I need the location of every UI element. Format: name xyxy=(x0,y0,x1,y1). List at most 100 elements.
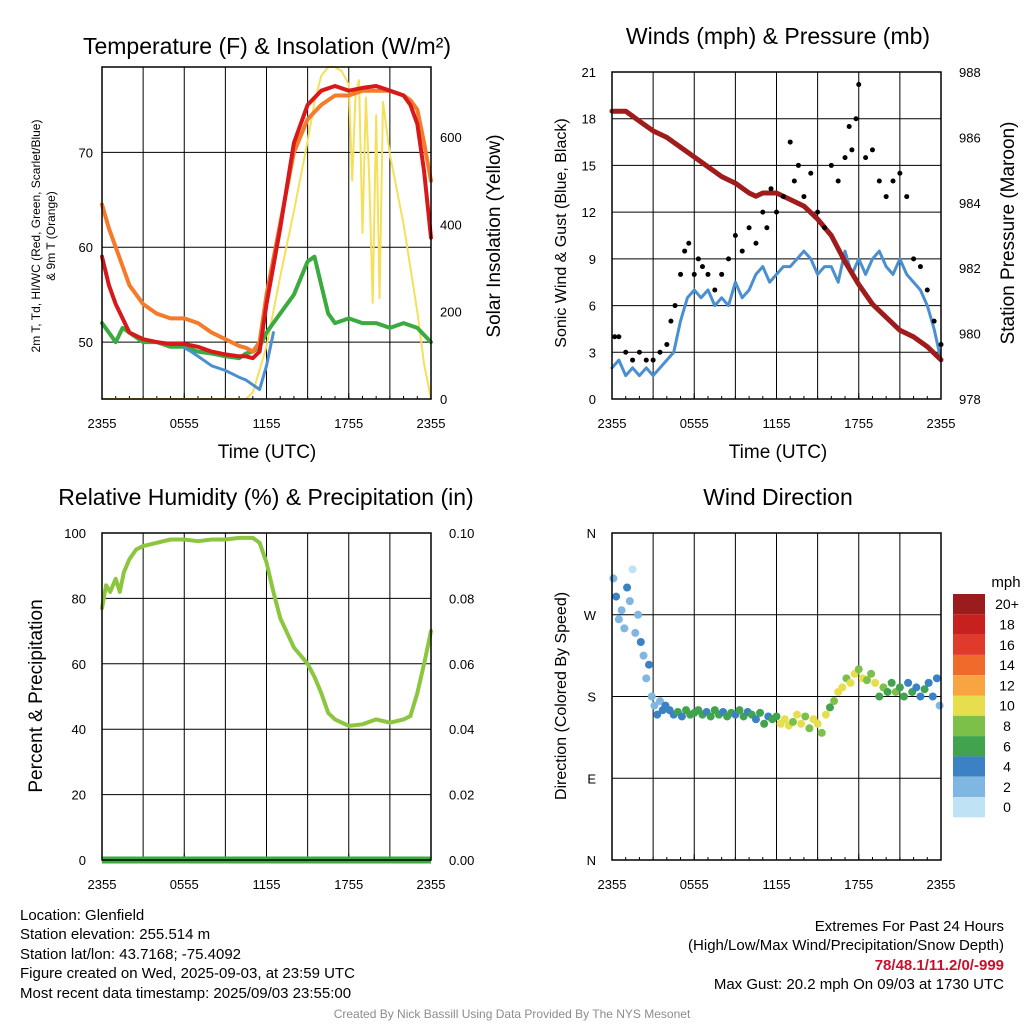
extremes-subheading: (High/Low/Max Wind/Precipitation/Snow De… xyxy=(688,937,1004,955)
y2-tick-label: 0.08 xyxy=(449,591,474,606)
x-tick-label: 2355 xyxy=(417,416,446,431)
y-tick-label: N xyxy=(587,526,596,541)
direction-point xyxy=(645,660,654,669)
direction-point xyxy=(788,717,797,726)
y2-tick-label: 984 xyxy=(959,196,981,211)
direction-point xyxy=(838,683,847,692)
station-info: Location: Glenfield Station elevation: 2… xyxy=(20,906,355,1003)
gust-point xyxy=(815,209,821,215)
direction-point xyxy=(899,692,908,701)
direction-point xyxy=(793,710,802,719)
direction-point xyxy=(916,692,925,701)
direction-point xyxy=(655,697,664,706)
gust-point xyxy=(842,155,848,161)
direction-point xyxy=(636,638,645,646)
colorbar-label: 12 xyxy=(999,677,1015,693)
direction-point xyxy=(614,615,623,624)
colorbar-label: 8 xyxy=(1003,718,1011,734)
chart-marks: 2355 0555 1155 1755 235550607002004006002355… xyxy=(64,65,980,892)
direction-point xyxy=(634,610,643,619)
gust-point xyxy=(876,178,882,184)
gust-point xyxy=(712,287,718,293)
gust-point xyxy=(856,81,862,87)
y2-tick-label: 400 xyxy=(440,217,462,232)
y-tick-label: 20 xyxy=(72,788,86,803)
y-tick-label: 21 xyxy=(582,65,596,80)
plot-frame xyxy=(101,66,432,400)
x-tick-label: 2355 xyxy=(927,416,956,431)
direction-point xyxy=(653,710,662,719)
direction-point xyxy=(883,687,892,696)
y-tick-label: 80 xyxy=(72,591,86,606)
colorbar-swatch xyxy=(953,654,985,676)
x-tick-label: 2355 xyxy=(927,877,956,892)
gust-point xyxy=(686,240,692,246)
colorbar-swatch xyxy=(953,634,985,655)
direction-point xyxy=(924,678,933,687)
y-tick-label: 100 xyxy=(64,526,86,541)
colorbar-swatch xyxy=(953,776,985,797)
gust-point xyxy=(846,124,852,129)
gust-point xyxy=(739,248,745,254)
x-tick-label: 0555 xyxy=(170,877,199,892)
y2-tick-label: 978 xyxy=(959,392,981,407)
direction-point xyxy=(650,701,659,710)
y2-tick-label: 0 xyxy=(440,392,447,407)
direction-point xyxy=(706,712,715,721)
gust-point xyxy=(869,147,875,153)
x-tick-label: 1755 xyxy=(844,877,873,892)
gust-point xyxy=(746,225,752,231)
gust-point xyxy=(904,194,910,200)
direction-point xyxy=(904,678,913,687)
y2-tick-label: 600 xyxy=(440,130,462,145)
gust-point xyxy=(849,147,855,153)
series-solar-insolation xyxy=(101,66,432,400)
direction-point xyxy=(617,606,626,615)
direction-ylabel-left: Direction (Colored By Speed) xyxy=(553,592,570,800)
location-text: Location: Glenfield xyxy=(20,907,145,924)
direction-point xyxy=(928,692,937,701)
direction-point xyxy=(677,712,686,721)
gust-point xyxy=(808,170,814,176)
latlon-text: Station lat/lon: 43.7168; -75.4092 xyxy=(20,945,242,963)
y2-tick-label: 980 xyxy=(959,327,981,342)
direction-point xyxy=(639,651,648,660)
y-tick-label: 18 xyxy=(582,112,596,127)
recent-text: Most recent data timestamp: 2025/09/03 2… xyxy=(20,984,352,1002)
y-tick-label: S xyxy=(587,690,596,705)
y-tick-label: 40 xyxy=(72,722,86,737)
y-tick-label: 15 xyxy=(582,158,596,173)
y-tick-label: 70 xyxy=(79,145,93,160)
direction-point xyxy=(846,678,855,687)
plot-frame xyxy=(101,532,432,861)
direction-point xyxy=(751,715,760,724)
direction-point xyxy=(625,597,634,606)
direction-point xyxy=(628,565,637,574)
x-tick-label: 1155 xyxy=(763,877,791,892)
gust-point xyxy=(835,178,841,184)
direction-point xyxy=(631,628,640,637)
y2-tick-label: 982 xyxy=(959,261,981,276)
direction-point xyxy=(647,692,656,701)
gust-point xyxy=(764,225,770,231)
direction-point xyxy=(912,683,921,692)
gust-point xyxy=(931,318,937,324)
direction-title: Wind Direction xyxy=(703,484,853,510)
winds-ylabel-right: Station Pressure (Maroon) xyxy=(998,122,1019,345)
y-tick-label: 6 xyxy=(589,299,596,314)
direction-point xyxy=(825,703,834,712)
direction-point xyxy=(887,678,896,687)
series-relative-humidity xyxy=(100,535,433,728)
credit-text: Created By Nick Bassill Using Data Provi… xyxy=(333,1007,691,1021)
y2-tick-label: 988 xyxy=(959,65,981,80)
y-tick-label: 0 xyxy=(79,853,86,868)
x-tick-label: 2355 xyxy=(598,416,627,431)
gust-point xyxy=(719,271,725,277)
gust-point xyxy=(774,209,779,215)
colorbar-swatch xyxy=(953,614,985,635)
colorbar-swatch xyxy=(953,736,985,757)
gust-point xyxy=(612,334,618,340)
y2-tick-label: 200 xyxy=(440,305,462,320)
gust-point xyxy=(821,225,827,231)
